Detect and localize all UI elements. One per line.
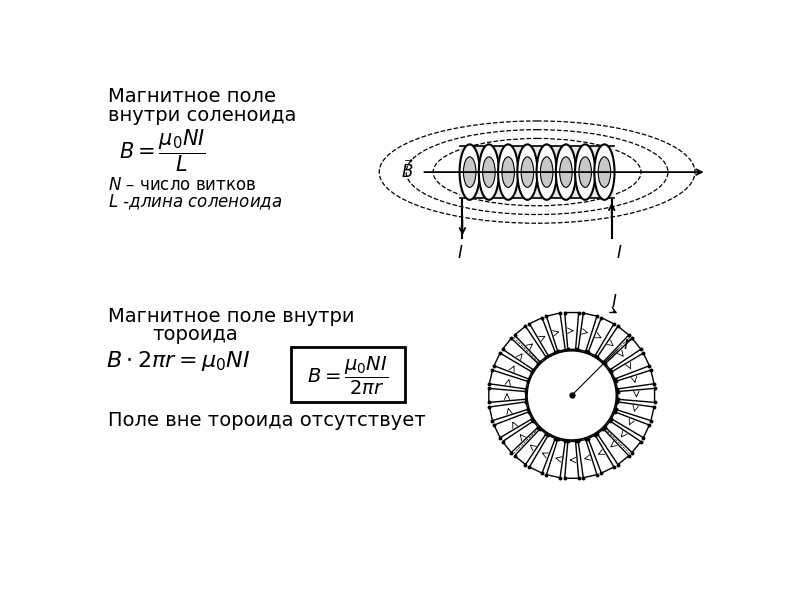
Polygon shape (618, 388, 654, 403)
Polygon shape (616, 402, 654, 421)
Polygon shape (611, 412, 650, 437)
Polygon shape (530, 435, 555, 473)
Polygon shape (598, 326, 629, 362)
Ellipse shape (498, 145, 518, 200)
Polygon shape (502, 338, 538, 370)
Text: $I$: $I$ (457, 244, 463, 262)
Ellipse shape (482, 157, 495, 187)
Ellipse shape (459, 145, 480, 200)
Ellipse shape (575, 145, 595, 200)
Text: $L$ -длина соленоида: $L$ -длина соленоида (108, 193, 282, 212)
Polygon shape (514, 326, 546, 362)
Ellipse shape (579, 157, 591, 187)
Circle shape (475, 299, 668, 491)
Polygon shape (546, 313, 566, 352)
Bar (290, 347, 405, 403)
Polygon shape (616, 370, 654, 389)
Polygon shape (514, 429, 546, 464)
Ellipse shape (560, 157, 572, 187)
Text: Магнитное поле: Магнитное поле (108, 88, 276, 106)
Polygon shape (606, 421, 641, 452)
Polygon shape (565, 442, 578, 478)
Text: $B = \dfrac{\mu_0 NI}{2\pi r}$: $B = \dfrac{\mu_0 NI}{2\pi r}$ (307, 355, 388, 397)
Polygon shape (565, 313, 578, 349)
Polygon shape (546, 439, 566, 478)
Ellipse shape (502, 157, 514, 187)
Ellipse shape (537, 145, 557, 200)
Text: Магнитное поле внутри: Магнитное поле внутри (108, 307, 354, 326)
Ellipse shape (521, 157, 534, 187)
Polygon shape (588, 318, 614, 356)
Polygon shape (494, 412, 532, 437)
Polygon shape (494, 353, 532, 379)
Text: $N$ – число витков: $N$ – число витков (108, 176, 257, 194)
Circle shape (527, 351, 616, 440)
Text: $I$: $I$ (611, 293, 618, 311)
Polygon shape (490, 370, 528, 389)
Polygon shape (489, 388, 526, 403)
Bar (460, 146, 614, 198)
Text: внутри соленоида: внутри соленоида (108, 106, 297, 125)
Ellipse shape (594, 145, 614, 200)
Text: $\vec{B}$: $\vec{B}$ (401, 160, 414, 182)
Polygon shape (578, 313, 597, 352)
Text: $B \cdot 2\pi r = \mu_0 NI$: $B \cdot 2\pi r = \mu_0 NI$ (106, 349, 250, 373)
Polygon shape (578, 439, 597, 478)
Polygon shape (490, 402, 528, 421)
Polygon shape (598, 429, 629, 464)
Ellipse shape (463, 157, 476, 187)
Text: $I$: $I$ (616, 244, 623, 262)
Polygon shape (502, 421, 538, 452)
Ellipse shape (518, 145, 538, 200)
Text: $B = \dfrac{\mu_0 NI}{L}$: $B = \dfrac{\mu_0 NI}{L}$ (119, 127, 206, 174)
Text: Поле вне тороида отсутствует: Поле вне тороида отсутствует (108, 411, 426, 430)
Polygon shape (606, 338, 641, 370)
Text: тороида: тороида (152, 325, 238, 344)
Ellipse shape (541, 157, 553, 187)
Ellipse shape (479, 145, 499, 200)
Polygon shape (611, 353, 650, 379)
Polygon shape (588, 435, 614, 473)
Ellipse shape (556, 145, 576, 200)
Text: $r$: $r$ (623, 335, 633, 353)
Ellipse shape (598, 157, 610, 187)
Polygon shape (530, 318, 555, 356)
